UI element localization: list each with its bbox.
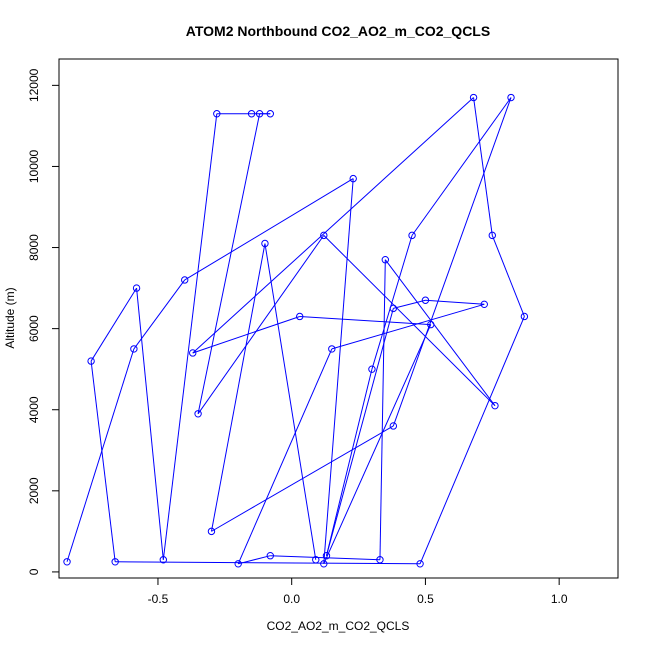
series-segment: [184, 178, 354, 281]
series-segment: [197, 113, 261, 414]
series-segment: [66, 348, 135, 562]
y-tick-label: 4000: [27, 396, 41, 423]
x-axis-label: CO2_AO2_m_CO2_QCLS: [267, 619, 410, 633]
series-segment: [491, 235, 525, 317]
data-point: [389, 304, 398, 313]
series-points: [63, 93, 529, 568]
y-tick-label: 12000: [27, 68, 41, 102]
data-point: [381, 256, 390, 264]
series-segment: [419, 316, 525, 565]
data-point: [328, 345, 336, 353]
series-segment: [392, 97, 512, 427]
y-tick-label: 2000: [27, 477, 41, 504]
series-segment: [237, 348, 333, 565]
series-segment: [90, 361, 116, 562]
data-point: [266, 551, 274, 560]
data-point: [132, 284, 141, 292]
data-point: [368, 365, 376, 373]
data-point: [87, 357, 95, 365]
data-point: [189, 349, 197, 357]
series-segment: [162, 113, 218, 560]
series-segment: [197, 235, 325, 415]
series-segment: [371, 235, 413, 370]
x-tick-label: 0.5: [417, 592, 434, 606]
data-point: [234, 560, 242, 568]
data-point: [130, 345, 138, 353]
x-tick-label: -0.5: [148, 592, 169, 606]
data-point: [194, 410, 202, 418]
series-segment: [238, 555, 271, 565]
series-segment: [325, 308, 394, 556]
y-tick-label: 6000: [27, 315, 41, 342]
data-point: [320, 231, 328, 240]
data-point: [480, 300, 488, 309]
data-point: [421, 296, 430, 304]
plot-frame: [58, 58, 619, 579]
data-point: [261, 239, 269, 248]
data-point: [491, 401, 499, 410]
series-segment: [473, 97, 493, 236]
data-point: [408, 231, 416, 240]
x-tick-label: 0.0: [283, 592, 300, 606]
data-point: [349, 174, 357, 183]
data-point: [416, 560, 424, 568]
series-segment: [299, 315, 431, 326]
data-point: [213, 110, 221, 118]
y-tick-label: 0: [27, 568, 41, 575]
data-point: [255, 110, 264, 118]
x-axis: -0.5 0.0 0.5 1.0: [148, 578, 568, 606]
series-segment: [393, 299, 426, 309]
series-segment: [331, 303, 485, 350]
data-point: [507, 93, 515, 102]
series-segment: [192, 97, 474, 354]
series-segment: [210, 243, 266, 532]
data-point: [247, 110, 256, 118]
data-point: [63, 558, 71, 566]
y-tick-label: 10000: [27, 149, 41, 183]
data-point: [376, 556, 384, 564]
series-segment: [270, 555, 380, 561]
series-segment: [90, 287, 137, 362]
data-point: [520, 312, 529, 321]
data-point: [320, 560, 328, 568]
series-segment: [323, 178, 354, 564]
series-segment: [323, 235, 496, 407]
series-segment: [264, 243, 317, 560]
y-tick-label: 8000: [27, 234, 41, 261]
series-segment: [425, 299, 485, 305]
series-segment: [133, 279, 186, 350]
series-segment: [192, 315, 300, 354]
series-lines: [66, 97, 525, 565]
data-point: [181, 276, 189, 284]
data-point: [469, 93, 478, 102]
data-point: [159, 556, 168, 564]
chart-title: ATOM2 Northbound CO2_AO2_m_CO2_QCLS: [186, 23, 490, 39]
data-point: [427, 320, 435, 329]
series-segment: [323, 324, 432, 565]
data-point: [266, 110, 274, 118]
data-point: [207, 527, 216, 536]
data-point: [312, 556, 320, 564]
series-segment: [411, 97, 512, 236]
data-point: [111, 558, 119, 566]
series-segment: [384, 259, 496, 406]
x-tick-label: 1.0: [551, 592, 568, 606]
data-point: [322, 551, 331, 560]
series-segment: [325, 369, 373, 556]
data-point: [389, 422, 398, 430]
data-point: [488, 231, 496, 240]
series-segment: [136, 288, 164, 560]
y-axis-label: Altitude (m): [3, 287, 17, 348]
series-segment: [379, 259, 386, 560]
data-point: [296, 312, 304, 321]
y-axis: 0 2000 4000 6000 8000 10000 12000: [27, 68, 59, 575]
